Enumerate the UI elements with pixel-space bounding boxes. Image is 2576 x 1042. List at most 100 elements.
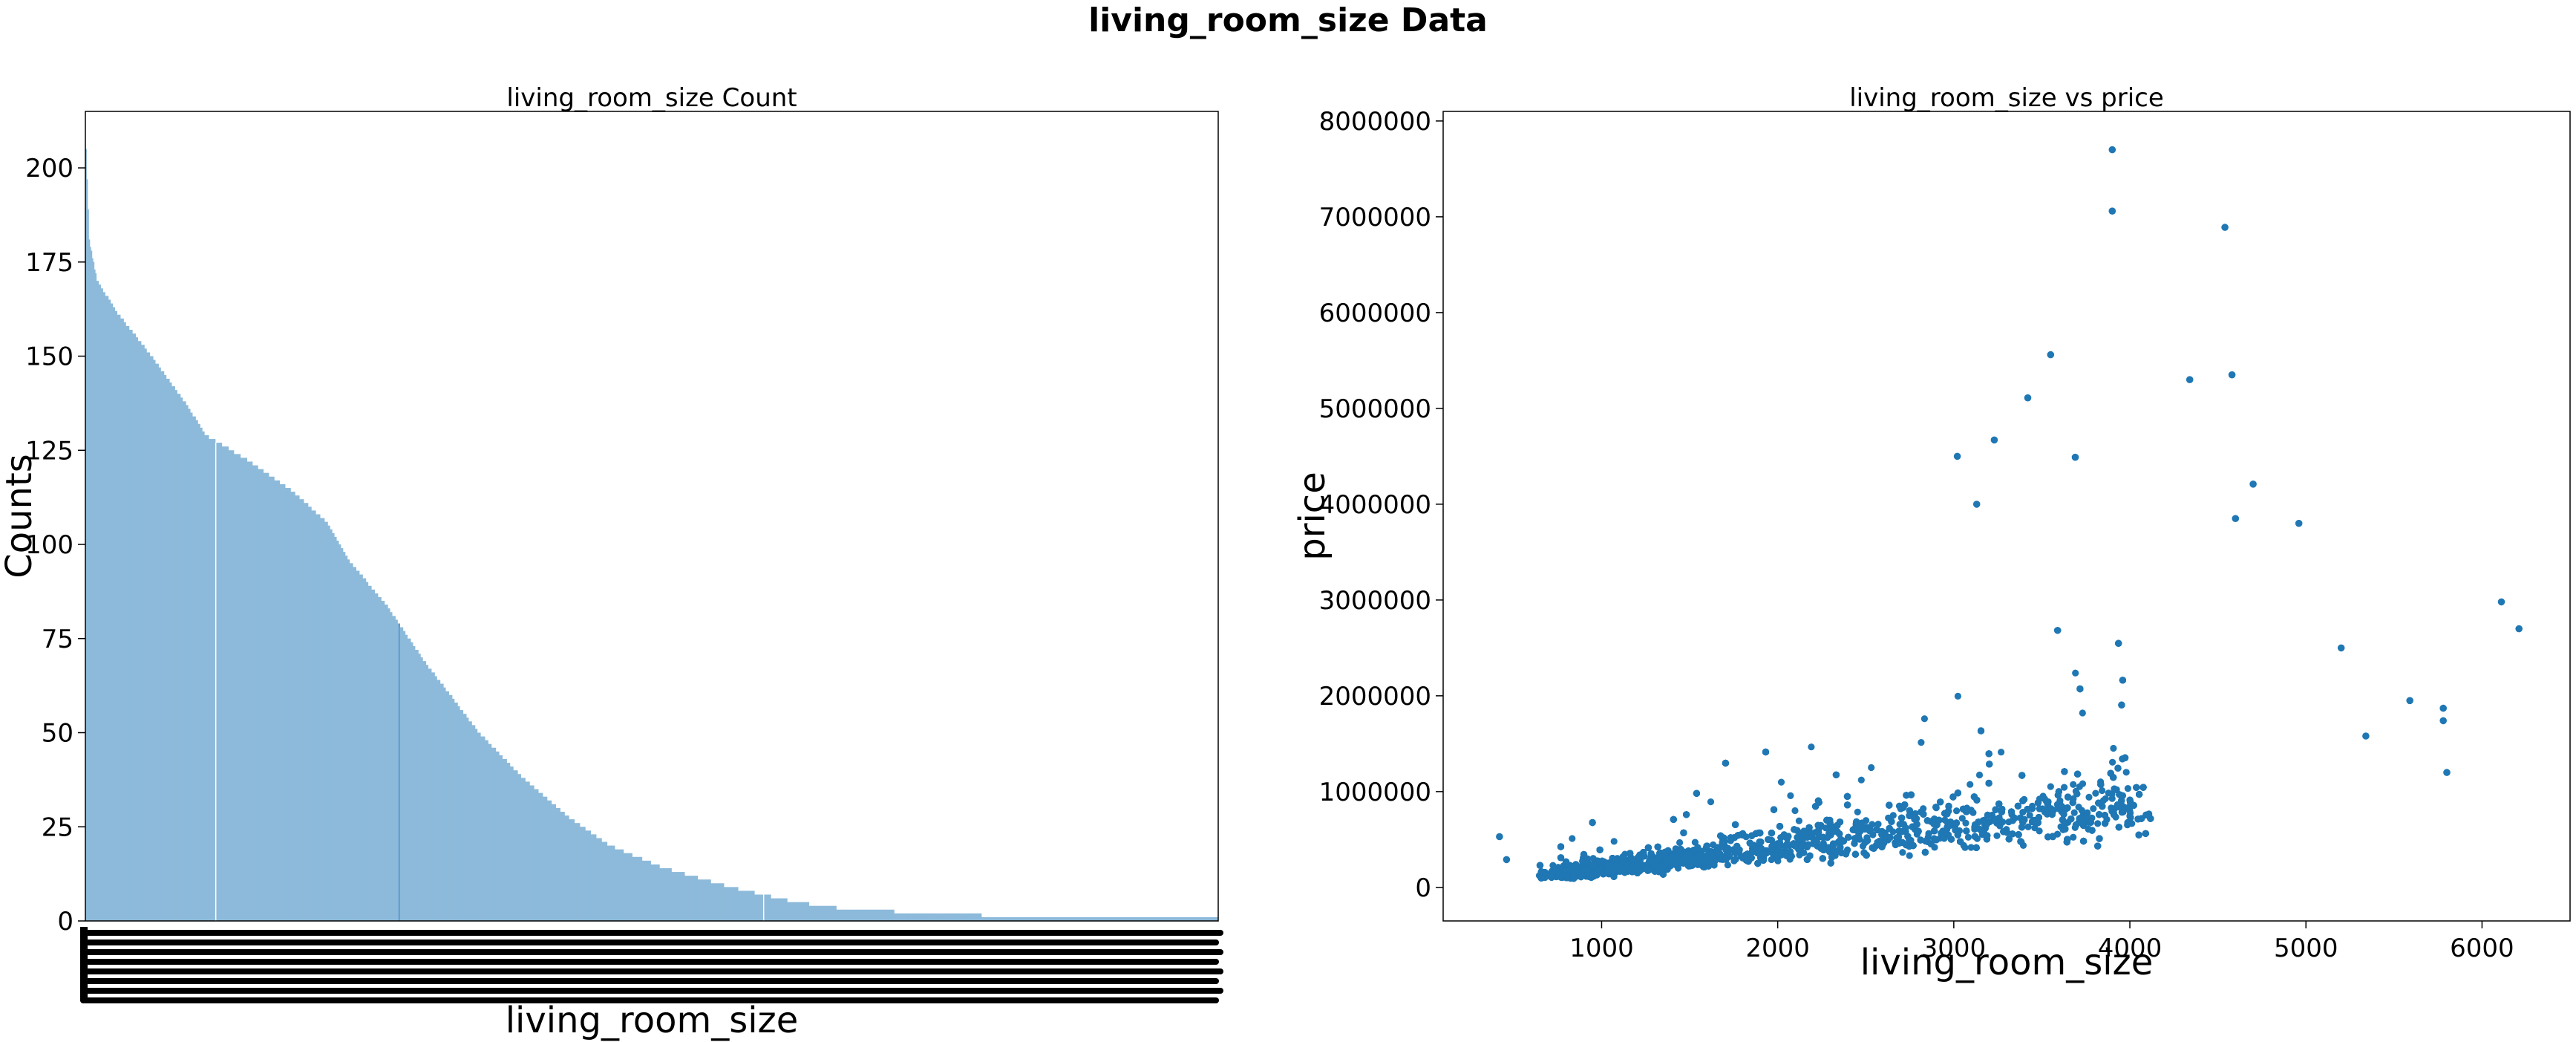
count-bar (837, 909, 839, 921)
count-bar (682, 872, 684, 921)
count-bar (400, 627, 402, 921)
count-bar (515, 770, 517, 921)
count-bar (283, 483, 284, 921)
count-bar (664, 868, 666, 921)
count-bar (289, 487, 291, 921)
count-bar (942, 913, 944, 921)
count-bar (310, 507, 312, 921)
count-bar (861, 909, 863, 921)
count-bar (866, 909, 868, 921)
count-bar (1039, 916, 1041, 921)
count-bar (290, 492, 292, 921)
count-bar (307, 507, 310, 921)
count-bar (275, 480, 277, 921)
count-bar (590, 834, 592, 921)
count-bar (254, 465, 256, 921)
count-bar (796, 902, 797, 921)
count-bar (722, 883, 723, 921)
scatter-point (1953, 807, 1961, 815)
count-bar (602, 841, 604, 921)
count-bar (318, 514, 320, 921)
count-bar (756, 894, 758, 921)
count-bar (1063, 916, 1065, 921)
count-bar (551, 804, 553, 921)
count-bar (655, 864, 657, 921)
count-bar (474, 729, 477, 921)
count-bar (1125, 916, 1127, 921)
count-bar (358, 570, 360, 921)
count-bar (344, 552, 346, 921)
count-bar (848, 909, 850, 921)
count-bar (142, 345, 144, 922)
count-bar (365, 578, 367, 921)
count-bar (866, 909, 869, 921)
count-bar (1166, 916, 1168, 921)
count-bar (1008, 916, 1010, 921)
scatter-point (2031, 824, 2039, 832)
count-bar (540, 792, 542, 921)
count-bar (1103, 916, 1105, 921)
count-bar (344, 556, 347, 921)
count-bar (1094, 916, 1096, 921)
count-bar (978, 913, 980, 921)
count-bar (718, 883, 720, 921)
count-bar (304, 503, 305, 921)
count-bar (1110, 916, 1112, 921)
count-bar (566, 815, 569, 921)
count-bar (1090, 916, 1092, 921)
count-bar (355, 567, 356, 921)
count-bar (759, 894, 762, 921)
count-bar (1177, 916, 1178, 921)
count-bar (330, 529, 332, 921)
count-bar (550, 800, 552, 921)
count-bar (798, 902, 800, 921)
price-scatter-chart: living_room_size vs price 1000 2000 3000 40… (1292, 83, 2571, 983)
count-bar (441, 683, 443, 921)
count-x-tick-label-band (80, 927, 88, 1001)
count-bar (1102, 916, 1105, 921)
count-bar (915, 913, 918, 921)
count-bar (346, 556, 348, 921)
count-bar (1117, 916, 1119, 921)
count-bar (1203, 916, 1206, 921)
count-bar (887, 909, 889, 921)
count-bar (353, 567, 355, 921)
count-bar (804, 902, 806, 921)
count-bar (353, 567, 356, 921)
count-bar (1036, 916, 1038, 921)
count-bar (944, 913, 946, 921)
scatter-point (2122, 769, 2130, 776)
count-bar (85, 149, 87, 922)
count-bar (987, 916, 990, 921)
count-bar (507, 763, 509, 921)
count-bar (791, 902, 794, 921)
count-bar (775, 898, 777, 921)
count-bar (500, 755, 502, 921)
count-bar (926, 913, 927, 921)
scatter-point (2108, 790, 2116, 798)
count-bar (348, 559, 350, 921)
count-bar (267, 472, 268, 921)
count-bar (209, 439, 212, 921)
count-bar (1147, 916, 1149, 921)
count-bar (381, 601, 383, 921)
count-bar (742, 890, 744, 921)
count-bar (107, 296, 109, 921)
count-bar (170, 382, 172, 921)
count-bar (1049, 916, 1050, 921)
count-bar (1201, 916, 1203, 921)
count-bar (190, 412, 192, 921)
count-bar (528, 781, 530, 921)
count-bar (462, 710, 464, 921)
count-bar (1105, 916, 1108, 921)
count-bar (1062, 916, 1064, 921)
count-bar (96, 281, 98, 921)
count-bar (863, 909, 866, 921)
count-bar (281, 483, 284, 921)
count-bar (132, 333, 134, 921)
count-y-axis-label: Counts (0, 454, 40, 579)
count-bar (776, 898, 778, 921)
count-bar (382, 601, 384, 921)
count-bar (312, 510, 314, 921)
count-bar (831, 905, 832, 921)
